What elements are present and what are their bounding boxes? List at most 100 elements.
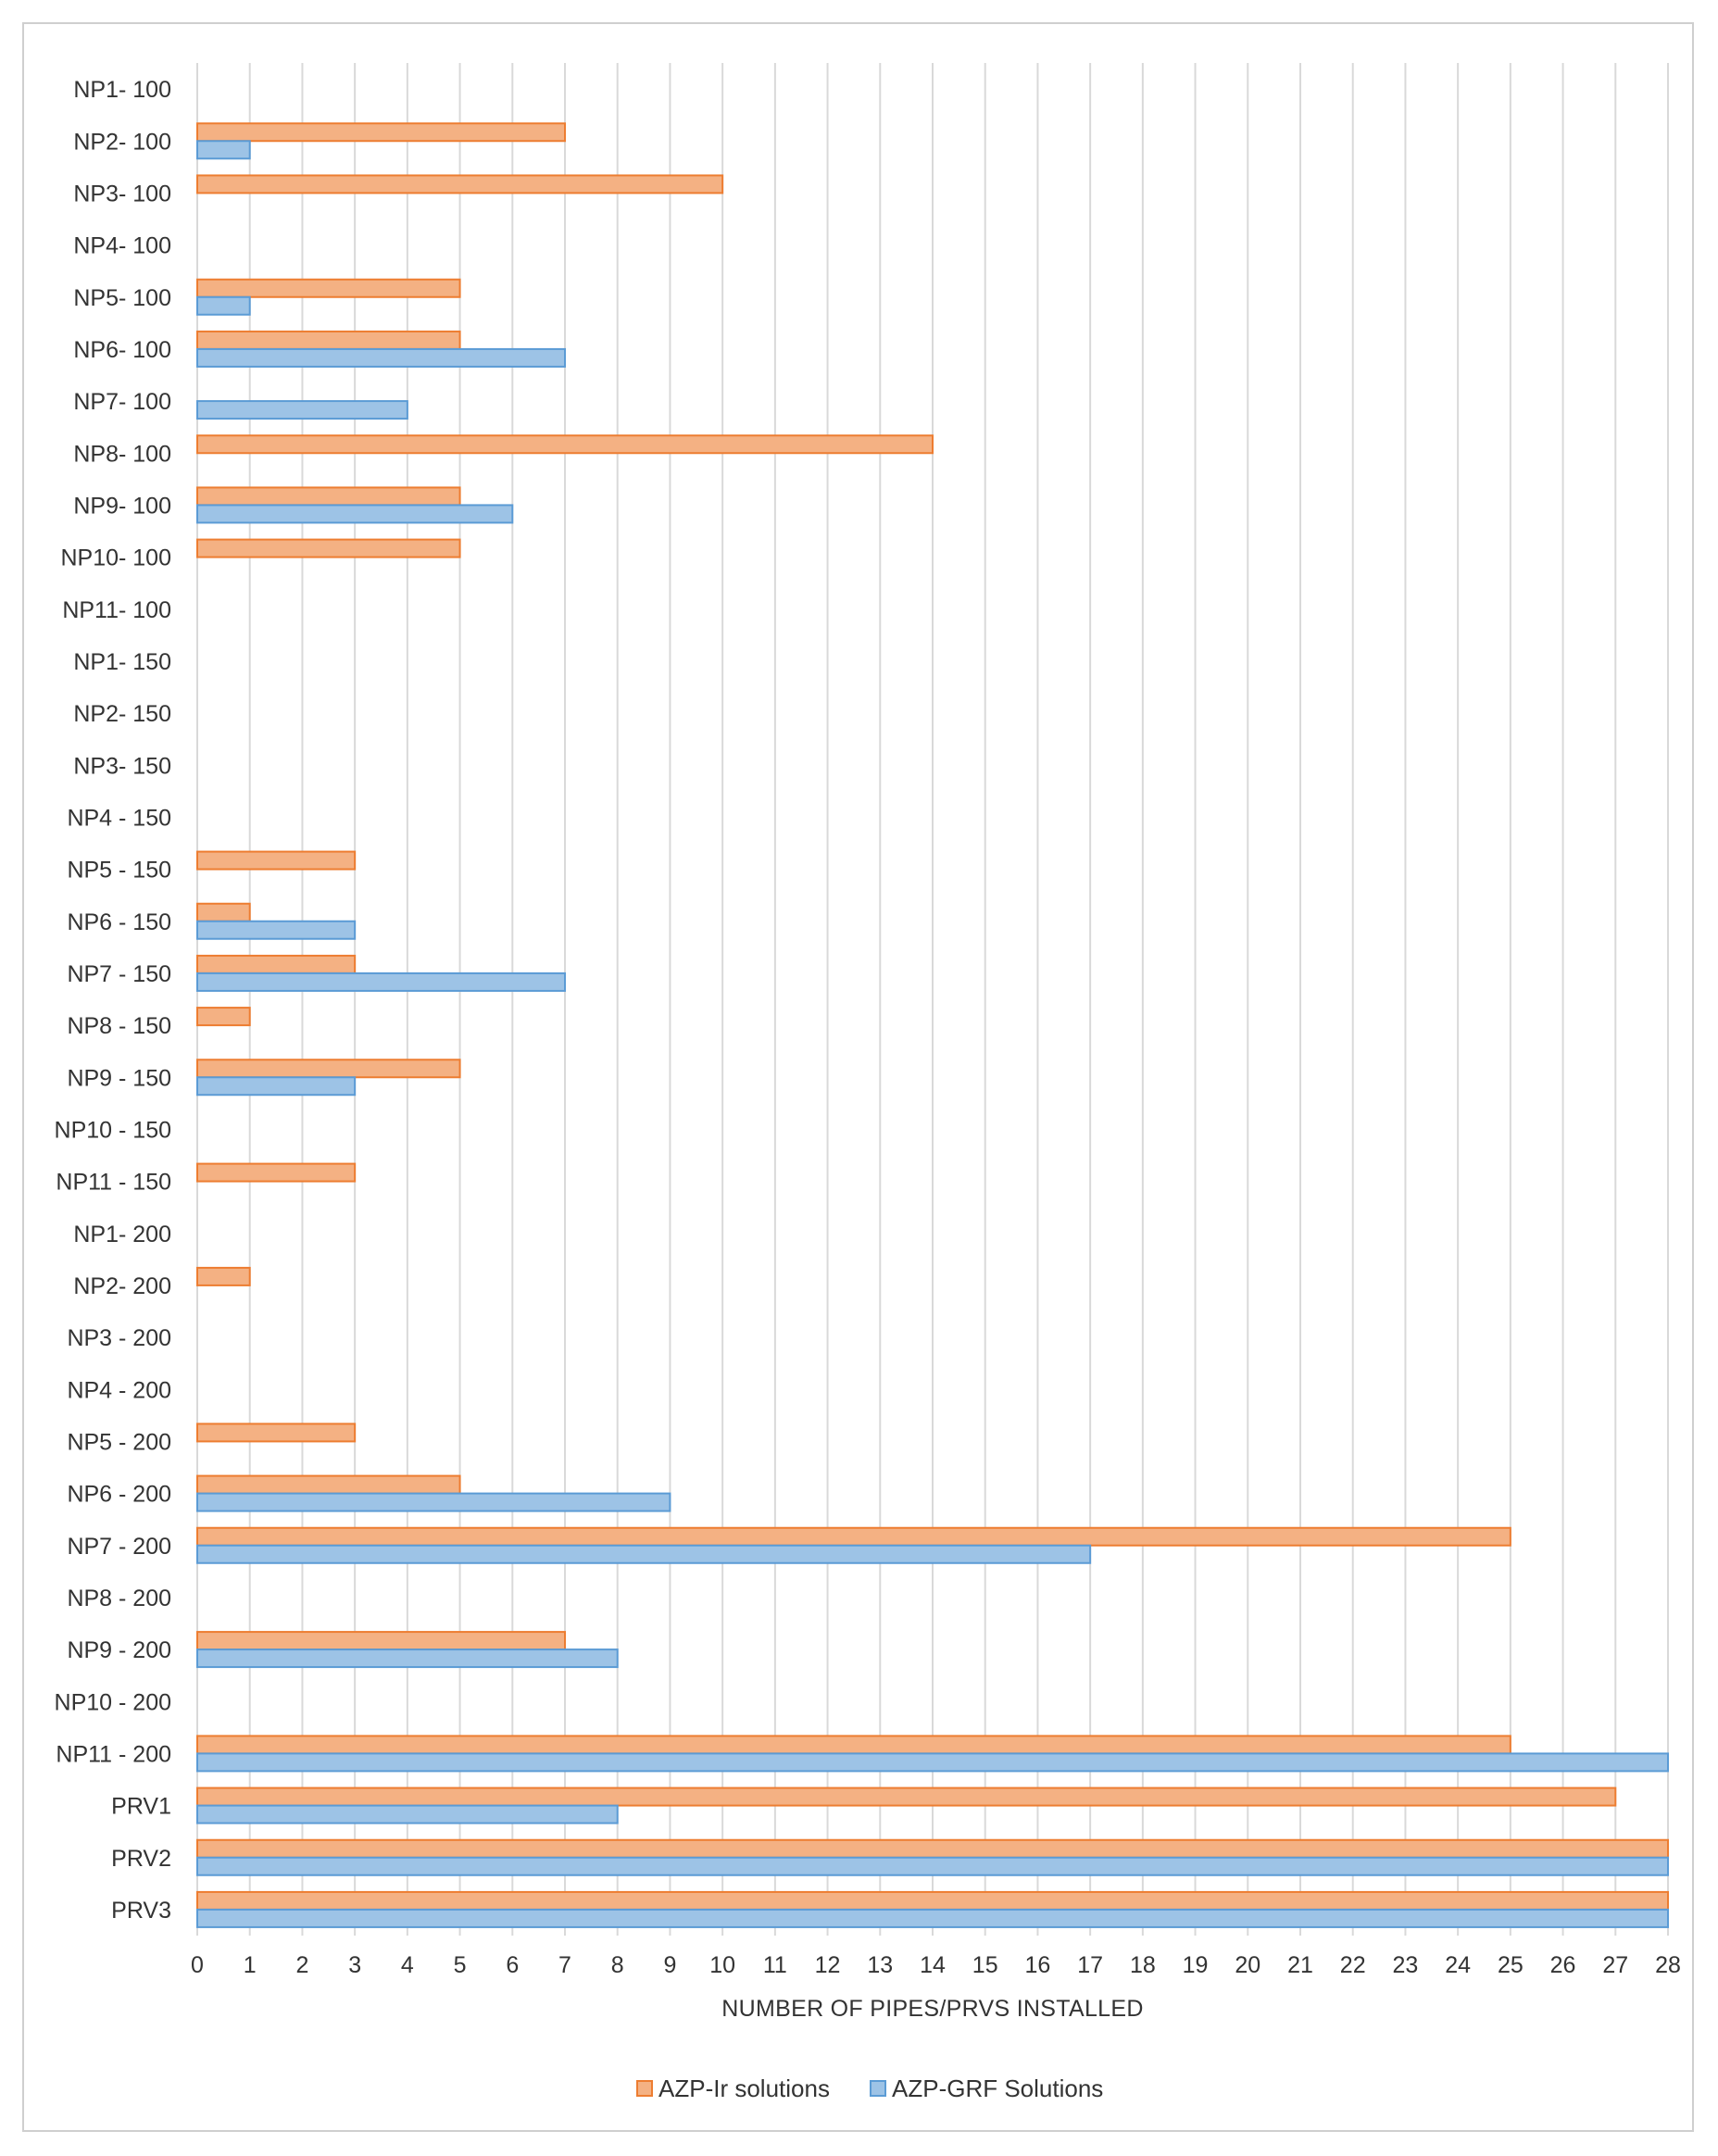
category-label: PRV1 [111,1794,171,1820]
bar-azp-ir-5 [196,330,461,350]
x-tick-label: 11 [763,1952,787,1978]
x-tick-label: 4 [401,1952,414,1978]
bar-azp-grf-19 [196,1076,357,1097]
category-label: NP3- 150 [73,753,171,779]
x-tick-label: 5 [454,1952,467,1978]
bar-azp-ir-18 [196,1007,251,1027]
bar-azp-grf-33 [196,1804,619,1824]
category-label: NP4- 100 [73,233,171,259]
bar-azp-ir-33 [196,1786,1617,1807]
bar-azp-ir-28 [196,1526,1511,1547]
category-label: NP8 - 150 [67,1013,171,1039]
category-label: NP1- 200 [73,1222,171,1247]
bar-azp-ir-4 [196,278,461,298]
bar-azp-ir-7 [196,434,934,455]
category-label: NP3 - 200 [67,1325,171,1351]
x-tick-label: 24 [1445,1952,1471,1978]
category-label: NP5 - 150 [67,858,171,884]
x-tick-label: 13 [867,1952,893,1978]
legend-label-azp-ir: AZP-Ir solutions [658,2075,830,2102]
category-label: NP5- 100 [73,285,171,311]
bar-azp-ir-2 [196,174,724,194]
bar-azp-grf-27 [196,1492,671,1512]
bar-azp-ir-16 [196,902,251,922]
bar-azp-grf-28 [196,1544,1092,1564]
category-label: NP6- 100 [73,337,171,363]
x-tick-label: 18 [1130,1952,1156,1978]
category-label: NP7 - 150 [67,961,171,987]
category-label: NP10- 100 [60,545,171,571]
x-tick-label: 6 [506,1952,519,1978]
x-tick-label: 22 [1340,1952,1366,1978]
category-label: NP1- 100 [73,77,171,103]
bar-azp-ir-30 [196,1631,566,1651]
category-label: NP3- 100 [73,181,171,207]
x-tick-label: 8 [611,1952,624,1978]
x-tick-label: 14 [920,1952,946,1978]
bar-azp-ir-26 [196,1423,357,1443]
category-label: NP5 - 200 [67,1429,171,1455]
category-label: NP7- 100 [73,389,171,415]
category-label: NP1- 150 [73,649,171,675]
x-tick-label: 0 [191,1952,204,1978]
x-tick-label: 19 [1183,1952,1209,1978]
bar-azp-ir-34 [196,1838,1669,1859]
category-label: NP11 - 200 [56,1741,171,1767]
category-label: NP9- 100 [73,493,171,519]
category-label: NP4 - 200 [67,1377,171,1403]
category-label: NP2- 150 [73,701,171,727]
bar-azp-ir-27 [196,1474,461,1495]
category-labels: NP1- 100 NP2- 100 NP3- 100 NP4- 100 NP5- 100… [55,77,171,1924]
bar-azp-grf-5 [196,347,566,368]
bar-azp-grf-17 [196,971,566,992]
bar-azp-ir-35 [196,1890,1669,1911]
category-label: NP6 - 150 [67,909,171,935]
category-label: NP4 - 150 [67,805,171,831]
bar-azp-ir-17 [196,954,357,974]
x-tick-label: 25 [1498,1952,1524,1978]
category-label: NP10 - 150 [55,1117,171,1143]
x-tick-label: 26 [1550,1952,1576,1978]
x-tick-label: 16 [1025,1952,1051,1978]
x-tick-label: 3 [348,1952,361,1978]
x-axis-title: NUMBER OF PIPES/PRVS INSTALLED [721,1996,1143,2022]
bar-azp-grf-34 [196,1856,1669,1876]
bar-azp-ir-8 [196,486,461,507]
bar-azp-grf-35 [196,1908,1669,1928]
category-label: NP2- 100 [73,129,171,155]
bar-azp-ir-9 [196,538,461,558]
x-tick-label: 9 [663,1952,676,1978]
x-tick-label: 1 [244,1952,257,1978]
x-tick-label: 21 [1287,1952,1313,1978]
legend-label-azp-grf: AZP-GRF Solutions [892,2075,1103,2102]
legend-swatch-azp-ir [636,2080,653,2097]
category-label: NP9 - 150 [67,1065,171,1091]
bar-azp-ir-23 [196,1266,251,1286]
x-tick-label: 27 [1602,1952,1628,1978]
bar-azp-grf-16 [196,920,357,940]
category-label: NP9 - 200 [67,1637,171,1663]
bar-azp-grf-4 [196,295,251,316]
bar-azp-grf-8 [196,504,514,524]
category-label: NP11 - 150 [56,1170,171,1196]
gridlines [196,63,1669,1936]
category-label: NP2- 200 [73,1273,171,1299]
x-tick-label: 12 [815,1952,841,1978]
bar-azp-grf-32 [196,1752,1669,1773]
category-label: PRV3 [111,1898,171,1924]
x-tick-labels: 0 1 2 3 4 5 6 7 8 9 10 11 12 13 14 15 16 17 18 19 20 21 22 23 24… [191,1952,1681,1978]
x-tick-label: 15 [972,1952,998,1978]
category-label: NP8 - 200 [67,1586,171,1611]
x-tick-label: 7 [558,1952,571,1978]
bar-azp-ir-15 [196,850,357,871]
x-tick-label: 17 [1077,1952,1103,1978]
category-label: PRV2 [111,1846,171,1872]
legend-swatch-azp-grf [870,2080,886,2097]
category-label: NP7 - 200 [67,1534,171,1560]
bar-azp-ir-32 [196,1735,1511,1755]
category-label: NP11- 100 [62,597,171,623]
bar-azp-grf-30 [196,1648,619,1669]
bar-azp-ir-21 [196,1162,357,1183]
x-tick-label: 28 [1655,1952,1681,1978]
